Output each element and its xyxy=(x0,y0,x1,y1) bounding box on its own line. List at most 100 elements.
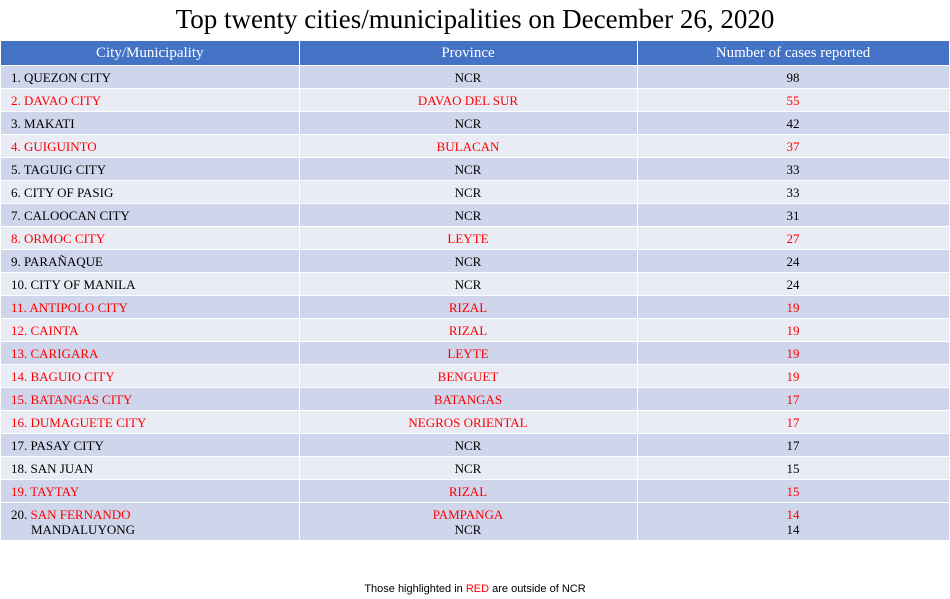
header-city: City/Municipality xyxy=(1,41,300,66)
case-count: 19 xyxy=(637,295,950,319)
city-name: CARIGARA xyxy=(30,345,99,361)
table-header-row: City/Municipality Province Number of cas… xyxy=(1,41,950,66)
table-row: 10. CITY OF MANILA NCR 24 xyxy=(1,272,950,296)
city-name: PARAÑAQUE xyxy=(24,253,103,269)
case-count: 42 xyxy=(637,111,950,135)
cases-table: City/Municipality Province Number of cas… xyxy=(1,41,950,541)
table-row: 15. BATANGAS CITY BATANGAS 17 xyxy=(1,387,950,411)
city-name: TAGUIG CITY xyxy=(23,161,107,177)
case-count: 14 xyxy=(786,521,800,537)
row-number: 4. xyxy=(11,138,21,154)
case-count: 37 xyxy=(637,134,950,158)
city-cell: 17. PASAY CITY xyxy=(1,433,300,457)
city-cell: 4. GUIGUINTO xyxy=(1,134,300,158)
province-name: PAMPANGA xyxy=(432,506,504,522)
city-cell: 5. TAGUIG CITY xyxy=(1,157,300,181)
province-cell: RIZAL xyxy=(299,318,638,342)
row-number: 9. xyxy=(11,253,21,269)
table-row: 5. TAGUIG CITY NCR 33 xyxy=(1,157,950,181)
table-row: 4. GUIGUINTO BULACAN 37 xyxy=(1,134,950,158)
province-cell: BATANGAS xyxy=(299,387,638,411)
city-name: GUIGUINTO xyxy=(24,138,97,154)
city-name: SAN FERNANDO xyxy=(30,506,131,522)
table-row: 18. SAN JUAN NCR 15 xyxy=(1,456,950,480)
city-name: CITY OF MANILA xyxy=(30,276,136,292)
province-cell: NCR xyxy=(299,65,638,89)
city-name: BAGUIO CITY xyxy=(30,368,115,384)
table-row: 14. BAGUIO CITY BENGUET 19 xyxy=(1,364,950,388)
province-name: NCR xyxy=(454,521,482,537)
footnote-text-end: are outside of NCR xyxy=(489,583,586,595)
row-number: 6. xyxy=(11,184,21,200)
case-count: 19 xyxy=(637,318,950,342)
city-name: SAN JUAN xyxy=(30,460,93,476)
case-count: 55 xyxy=(637,88,950,112)
row-number: 19. xyxy=(11,483,28,499)
province-cell: NCR xyxy=(299,203,638,227)
footnote-highlight: RED xyxy=(465,583,490,595)
city-cell: 18. SAN JUAN xyxy=(1,456,300,480)
table-row-last: 20. SAN FERNANDO MANDALUYONG PAMPANGA NC… xyxy=(1,502,950,541)
case-count: 33 xyxy=(637,157,950,181)
row-number: 3. xyxy=(11,115,21,131)
footnote-text: Those highlighted in xyxy=(364,583,466,595)
case-count: 15 xyxy=(637,479,950,503)
city-cell: 8. ORMOC CITY xyxy=(1,226,300,250)
table-row: 12. CAINTA RIZAL 19 xyxy=(1,318,950,342)
case-count: 17 xyxy=(637,410,950,434)
city-cell: 12. CAINTA xyxy=(1,318,300,342)
case-count: 17 xyxy=(637,387,950,411)
city-cell: 7. CALOOCAN CITY xyxy=(1,203,300,227)
city-cell: 2. DAVAO CITY xyxy=(1,88,300,112)
province-cell: NCR xyxy=(299,272,638,296)
cases-cell: 14 14 xyxy=(637,502,950,541)
case-count: 14 xyxy=(786,506,800,522)
row-number: 11. xyxy=(11,299,27,315)
row-number: 14. xyxy=(11,368,28,384)
row-number: 1. xyxy=(11,69,21,85)
city-name: CAINTA xyxy=(30,322,79,338)
province-cell: NCR xyxy=(299,456,638,480)
case-count: 19 xyxy=(637,364,950,388)
table-row: 17. PASAY CITY NCR 17 xyxy=(1,433,950,457)
province-cell: NCR xyxy=(299,433,638,457)
province-cell: NEGROS ORIENTAL xyxy=(299,410,638,434)
case-count: 98 xyxy=(637,65,950,89)
city-cell: 11. ANTIPOLO CITY xyxy=(1,295,300,319)
province-cell: BULACAN xyxy=(299,134,638,158)
city-name: DUMAGUETE CITY xyxy=(30,414,147,430)
city-name: PASAY CITY xyxy=(30,437,104,453)
row-number: 15. xyxy=(11,391,28,407)
case-count: 24 xyxy=(637,272,950,296)
case-count: 15 xyxy=(637,456,950,480)
table-row: 13. CARIGARA LEYTE 19 xyxy=(1,341,950,365)
province-cell: NCR xyxy=(299,111,638,135)
table-row: 7. CALOOCAN CITY NCR 31 xyxy=(1,203,950,227)
table-row: 11. ANTIPOLO CITY RIZAL 19 xyxy=(1,295,950,319)
province-cell: RIZAL xyxy=(299,479,638,503)
row-number: 5. xyxy=(11,161,21,177)
table-row: 9. PARAÑAQUE NCR 24 xyxy=(1,249,950,273)
row-number: 10. xyxy=(11,276,28,292)
province-cell: LEYTE xyxy=(299,341,638,365)
footnote: Those highlighted in RED are outside of … xyxy=(0,583,950,595)
province-cell: BENGUET xyxy=(299,364,638,388)
header-cases: Number of cases reported xyxy=(637,41,950,66)
table-row: 6. CITY OF PASIG NCR 33 xyxy=(1,180,950,204)
table-row: 16. DUMAGUETE CITY NEGROS ORIENTAL 17 xyxy=(1,410,950,434)
city-cell: 10. CITY OF MANILA xyxy=(1,272,300,296)
table-row: 2. DAVAO CITY DAVAO DEL SUR 55 xyxy=(1,88,950,112)
province-cell: LEYTE xyxy=(299,226,638,250)
row-number: 7. xyxy=(11,207,21,223)
city-cell: 13. CARIGARA xyxy=(1,341,300,365)
city-cell: 9. PARAÑAQUE xyxy=(1,249,300,273)
case-count: 24 xyxy=(637,249,950,273)
city-cell: 6. CITY OF PASIG xyxy=(1,180,300,204)
city-cell: 19. TAYTAY xyxy=(1,479,300,503)
city-name: MANDALUYONG xyxy=(31,521,135,537)
case-count: 19 xyxy=(637,341,950,365)
row-number: 13. xyxy=(11,345,28,361)
city-cell: 16. DUMAGUETE CITY xyxy=(1,410,300,434)
city-name: ORMOC CITY xyxy=(24,230,106,246)
city-name: TAYTAY xyxy=(30,483,80,499)
